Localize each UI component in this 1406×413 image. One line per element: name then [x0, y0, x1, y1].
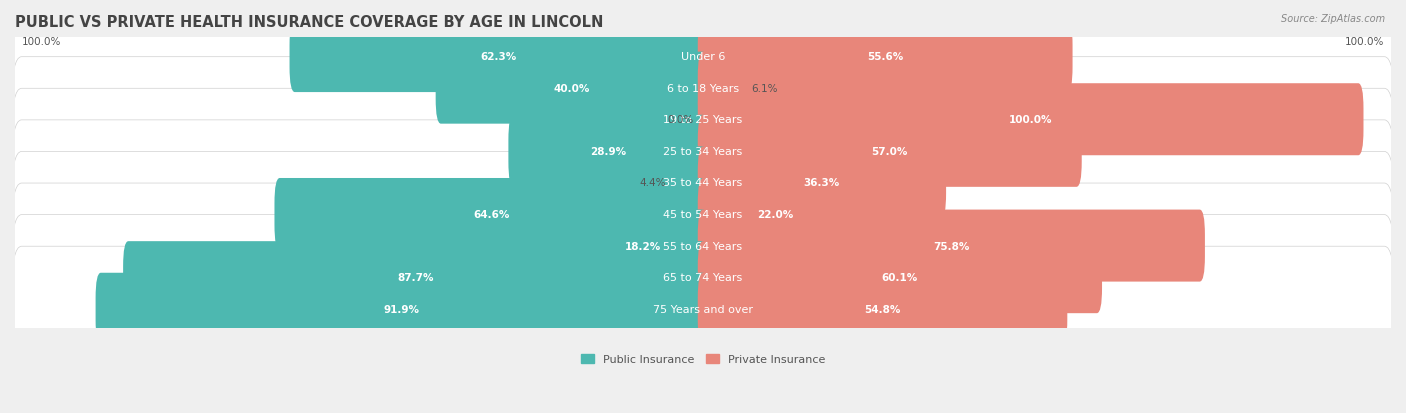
Text: 60.1%: 60.1%	[882, 273, 918, 282]
FancyBboxPatch shape	[11, 0, 1395, 119]
FancyBboxPatch shape	[11, 247, 1395, 371]
Text: 22.0%: 22.0%	[756, 209, 793, 219]
FancyBboxPatch shape	[11, 184, 1395, 309]
Text: 25 to 34 Years: 25 to 34 Years	[664, 147, 742, 157]
Text: 100.0%: 100.0%	[21, 38, 60, 47]
Text: 45 to 54 Years: 45 to 54 Years	[664, 209, 742, 219]
FancyBboxPatch shape	[11, 121, 1395, 245]
FancyBboxPatch shape	[96, 273, 709, 345]
FancyBboxPatch shape	[124, 242, 709, 313]
FancyBboxPatch shape	[11, 89, 1395, 214]
Legend: Public Insurance, Private Insurance: Public Insurance, Private Insurance	[576, 349, 830, 369]
FancyBboxPatch shape	[436, 52, 709, 124]
FancyBboxPatch shape	[509, 116, 709, 188]
Text: 6.1%: 6.1%	[751, 83, 778, 93]
Text: 65 to 74 Years: 65 to 74 Years	[664, 273, 742, 282]
FancyBboxPatch shape	[11, 152, 1395, 277]
FancyBboxPatch shape	[669, 147, 709, 219]
Text: 100.0%: 100.0%	[1010, 115, 1052, 125]
FancyBboxPatch shape	[274, 178, 709, 250]
FancyBboxPatch shape	[11, 57, 1395, 182]
FancyBboxPatch shape	[697, 210, 1205, 282]
Text: 57.0%: 57.0%	[872, 147, 908, 157]
Text: 64.6%: 64.6%	[474, 209, 509, 219]
Text: 75.8%: 75.8%	[934, 241, 970, 251]
Text: 54.8%: 54.8%	[865, 304, 901, 314]
Text: 19 to 25 Years: 19 to 25 Years	[664, 115, 742, 125]
Text: 36.3%: 36.3%	[804, 178, 839, 188]
Text: 91.9%: 91.9%	[384, 304, 420, 314]
FancyBboxPatch shape	[697, 52, 748, 124]
Text: 55.6%: 55.6%	[868, 52, 903, 62]
Text: 62.3%: 62.3%	[481, 52, 517, 62]
FancyBboxPatch shape	[697, 178, 852, 250]
Text: PUBLIC VS PRIVATE HEALTH INSURANCE COVERAGE BY AGE IN LINCOLN: PUBLIC VS PRIVATE HEALTH INSURANCE COVER…	[15, 15, 603, 30]
FancyBboxPatch shape	[697, 116, 1081, 188]
Text: 4.4%: 4.4%	[640, 178, 666, 188]
Text: 28.9%: 28.9%	[591, 147, 627, 157]
FancyBboxPatch shape	[697, 21, 1073, 93]
Text: 18.2%: 18.2%	[626, 241, 661, 251]
Text: 0.0%: 0.0%	[666, 115, 693, 125]
FancyBboxPatch shape	[697, 84, 1364, 156]
Text: Under 6: Under 6	[681, 52, 725, 62]
Text: 75 Years and over: 75 Years and over	[652, 304, 754, 314]
FancyBboxPatch shape	[290, 21, 709, 93]
FancyBboxPatch shape	[11, 215, 1395, 340]
Text: Source: ZipAtlas.com: Source: ZipAtlas.com	[1281, 14, 1385, 24]
FancyBboxPatch shape	[697, 273, 1067, 345]
Text: 40.0%: 40.0%	[554, 83, 591, 93]
FancyBboxPatch shape	[697, 147, 946, 219]
Text: 87.7%: 87.7%	[398, 273, 434, 282]
Text: 6 to 18 Years: 6 to 18 Years	[666, 83, 740, 93]
FancyBboxPatch shape	[697, 242, 1102, 313]
FancyBboxPatch shape	[11, 26, 1395, 151]
Text: 55 to 64 Years: 55 to 64 Years	[664, 241, 742, 251]
Text: 100.0%: 100.0%	[1346, 38, 1385, 47]
Text: 35 to 44 Years: 35 to 44 Years	[664, 178, 742, 188]
FancyBboxPatch shape	[578, 210, 709, 282]
